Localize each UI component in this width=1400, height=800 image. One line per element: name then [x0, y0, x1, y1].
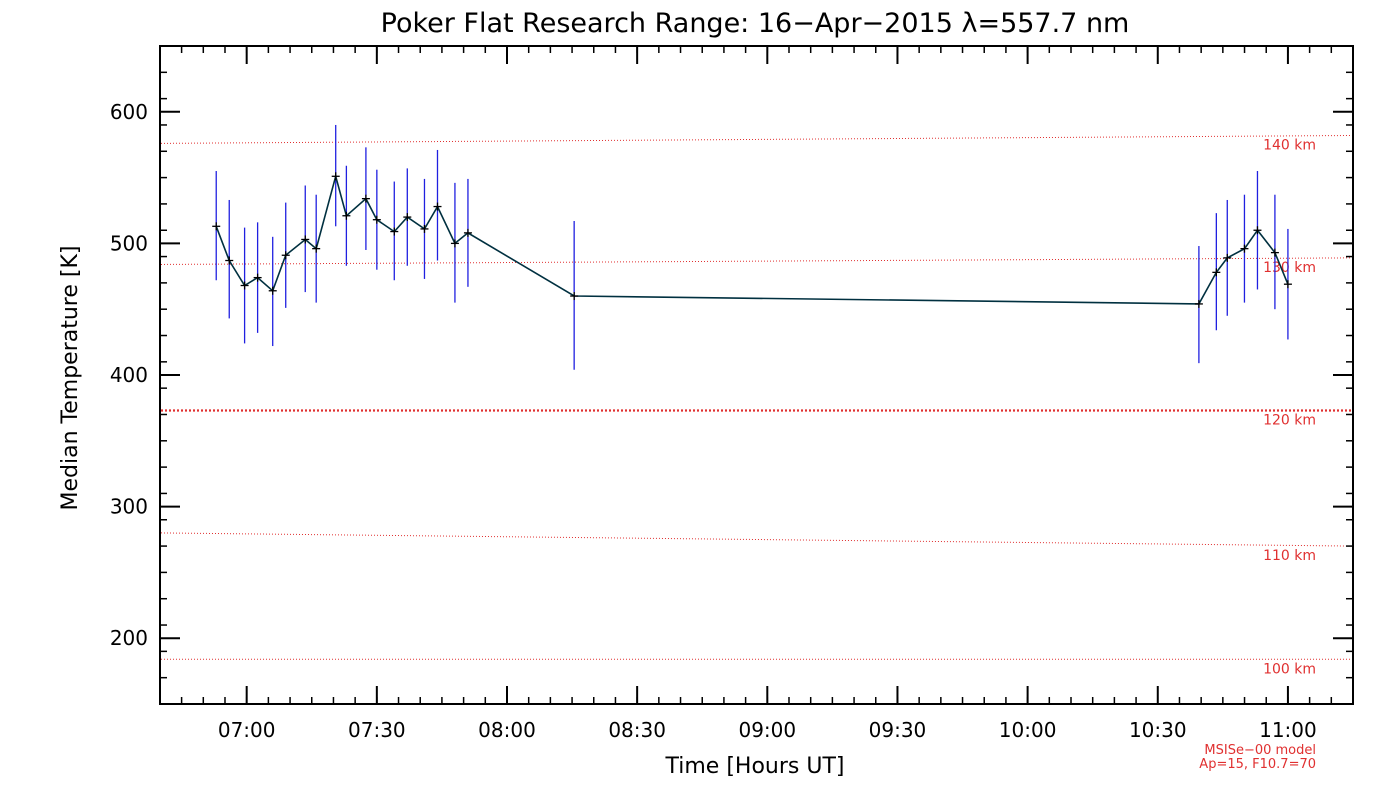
x-tick-label-1: 07:30 [348, 718, 406, 742]
y-tick-label-2: 400 [110, 363, 148, 387]
series-line-0 [215, 173, 1289, 305]
data-point-22 [1240, 244, 1249, 253]
data-point-23 [1253, 226, 1262, 235]
y-tick-label-3: 500 [110, 231, 148, 255]
data-point-5 [281, 251, 290, 260]
data-point-16 [450, 239, 459, 248]
x-tick-label-2: 08:00 [478, 718, 536, 742]
data-point-2 [240, 281, 249, 290]
y-tick-label-0: 200 [110, 626, 148, 650]
data-point-3 [253, 273, 262, 282]
y-tick-label-4: 600 [110, 100, 148, 124]
data-point-1 [225, 256, 234, 265]
model-line-3 [160, 257, 1353, 265]
model-line-label-4: 140 km [1263, 137, 1316, 153]
data-series [212, 172, 1292, 308]
y-tick-label-1: 300 [110, 495, 148, 519]
model-line-label-2: 120 km [1263, 413, 1316, 429]
x-tick-label-7: 10:30 [1129, 718, 1187, 742]
y-axis-ticks: 200 300 400 500 600 [110, 45, 1353, 705]
model-line-label-1: 110 km [1263, 548, 1316, 564]
data-point-6 [301, 235, 310, 244]
data-point-8 [331, 172, 340, 181]
x-tick-label-4: 09:00 [738, 718, 796, 742]
data-point-18 [570, 292, 579, 301]
data-point-13 [403, 213, 412, 222]
data-point-24 [1270, 248, 1279, 257]
model-note-line-1: MSISe−00 model [1204, 743, 1316, 758]
model-line-1 [160, 532, 1353, 547]
data-point-25 [1283, 280, 1292, 289]
error-bars [215, 124, 1289, 370]
model-note-line-2: Ap=15, F10.7=70 [1199, 757, 1316, 772]
data-point-15 [433, 202, 442, 211]
y-axis-label: Median Temperature [K] [58, 246, 83, 511]
data-point-17 [463, 228, 472, 237]
data-point-0 [212, 222, 221, 231]
data-point-11 [372, 215, 381, 224]
data-point-10 [361, 194, 370, 203]
model-line-label-3: 130 km [1263, 260, 1316, 276]
chart-title: Poker Flat Research Range: 16−Apr−2015 λ… [381, 8, 1130, 39]
data-point-20 [1212, 268, 1221, 277]
data-point-21 [1223, 253, 1232, 262]
data-point-9 [342, 211, 351, 220]
plot-frame [159, 45, 1354, 705]
model-line-label-0: 100 km [1263, 661, 1316, 677]
x-tick-label-5: 09:30 [869, 718, 927, 742]
x-tick-label-3: 08:30 [608, 718, 666, 742]
data-point-12 [390, 227, 399, 236]
model-lines: 100 km 110 km 120 km 130 km 140 km [160, 134, 1353, 677]
data-point-7 [312, 244, 321, 253]
x-tick-label-8: 11:00 [1259, 718, 1317, 742]
model-line-4 [160, 134, 1353, 144]
x-tick-label-6: 10:00 [999, 718, 1057, 742]
x-axis-label: Time [Hours UT] [665, 754, 845, 779]
x-axis-ticks: 07:00 07:30 08:00 08:30 09:00 09:30 10:00 10:30… [180, 46, 1354, 742]
data-point-4 [268, 286, 277, 295]
x-tick-label-0: 07:00 [218, 718, 276, 742]
data-point-14 [420, 224, 429, 233]
data-point-19 [1194, 299, 1203, 308]
